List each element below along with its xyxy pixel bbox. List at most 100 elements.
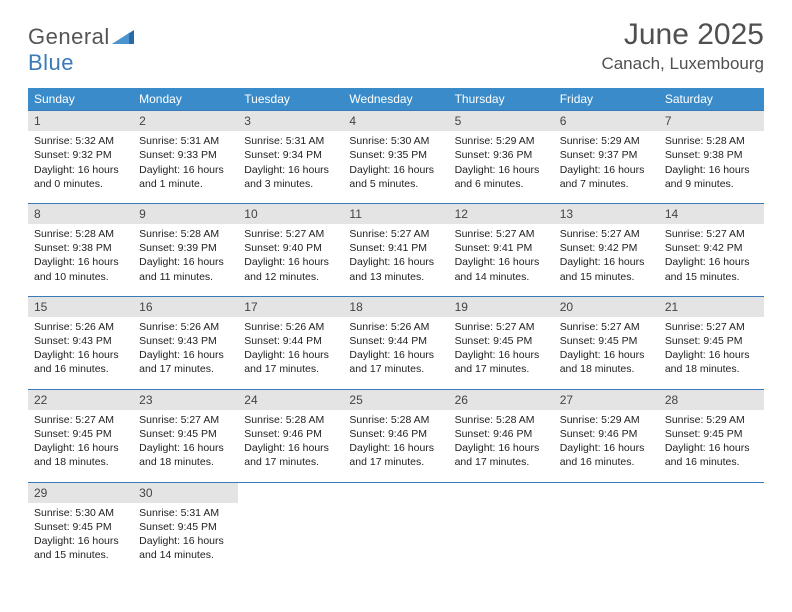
day-number: 17 xyxy=(238,297,343,317)
day-cell: 19Sunrise: 5:27 AMSunset: 9:45 PMDayligh… xyxy=(449,297,554,381)
day-number: 24 xyxy=(238,390,343,410)
day-number: 19 xyxy=(449,297,554,317)
day-cell: 13Sunrise: 5:27 AMSunset: 9:42 PMDayligh… xyxy=(554,204,659,288)
day-cell: . xyxy=(449,483,554,567)
daylight-text: Daylight: 16 hours and 15 minutes. xyxy=(34,534,127,562)
day-body: Sunrise: 5:26 AMSunset: 9:44 PMDaylight:… xyxy=(238,317,343,381)
sunset-text: Sunset: 9:45 PM xyxy=(455,334,548,348)
day-cell: 2Sunrise: 5:31 AMSunset: 9:33 PMDaylight… xyxy=(133,111,238,195)
sunrise-text: Sunrise: 5:32 AM xyxy=(34,134,127,148)
daylight-text: Daylight: 16 hours and 10 minutes. xyxy=(34,255,127,283)
daylight-text: Daylight: 16 hours and 9 minutes. xyxy=(665,163,758,191)
day-cell: 24Sunrise: 5:28 AMSunset: 9:46 PMDayligh… xyxy=(238,390,343,474)
title-block: June 2025 Canach, Luxembourg xyxy=(601,18,764,74)
sunrise-text: Sunrise: 5:26 AM xyxy=(34,320,127,334)
day-cell: 27Sunrise: 5:29 AMSunset: 9:46 PMDayligh… xyxy=(554,390,659,474)
sunset-text: Sunset: 9:40 PM xyxy=(244,241,337,255)
day-cell: . xyxy=(554,483,659,567)
daylight-text: Daylight: 16 hours and 18 minutes. xyxy=(560,348,653,376)
daylight-text: Daylight: 16 hours and 6 minutes. xyxy=(455,163,548,191)
daylight-text: Daylight: 16 hours and 17 minutes. xyxy=(349,348,442,376)
weekday-header: Wednesday xyxy=(343,88,448,110)
day-number: 18 xyxy=(343,297,448,317)
daylight-text: Daylight: 16 hours and 17 minutes. xyxy=(244,441,337,469)
day-body: Sunrise: 5:26 AMSunset: 9:43 PMDaylight:… xyxy=(28,317,133,381)
daylight-text: Daylight: 16 hours and 16 minutes. xyxy=(34,348,127,376)
weekday-header: Tuesday xyxy=(238,88,343,110)
day-body: Sunrise: 5:27 AMSunset: 9:42 PMDaylight:… xyxy=(554,224,659,288)
day-body: Sunrise: 5:29 AMSunset: 9:37 PMDaylight:… xyxy=(554,131,659,195)
daylight-text: Daylight: 16 hours and 18 minutes. xyxy=(665,348,758,376)
sunset-text: Sunset: 9:43 PM xyxy=(139,334,232,348)
sunrise-text: Sunrise: 5:28 AM xyxy=(349,413,442,427)
sunset-text: Sunset: 9:38 PM xyxy=(665,148,758,162)
sunset-text: Sunset: 9:41 PM xyxy=(455,241,548,255)
day-number: 14 xyxy=(659,204,764,224)
daylight-text: Daylight: 16 hours and 5 minutes. xyxy=(349,163,442,191)
day-cell: 8Sunrise: 5:28 AMSunset: 9:38 PMDaylight… xyxy=(28,204,133,288)
sunrise-text: Sunrise: 5:28 AM xyxy=(139,227,232,241)
day-number: 29 xyxy=(28,483,133,503)
day-body: Sunrise: 5:28 AMSunset: 9:39 PMDaylight:… xyxy=(133,224,238,288)
sunset-text: Sunset: 9:35 PM xyxy=(349,148,442,162)
header: General Blue June 2025 Canach, Luxembour… xyxy=(28,18,764,76)
daylight-text: Daylight: 16 hours and 16 minutes. xyxy=(560,441,653,469)
brand-logo: General Blue xyxy=(28,24,134,76)
day-cell: 30Sunrise: 5:31 AMSunset: 9:45 PMDayligh… xyxy=(133,483,238,567)
sunset-text: Sunset: 9:39 PM xyxy=(139,241,232,255)
daylight-text: Daylight: 16 hours and 11 minutes. xyxy=(139,255,232,283)
day-number: 25 xyxy=(343,390,448,410)
triangle-icon xyxy=(112,28,134,49)
day-body: Sunrise: 5:27 AMSunset: 9:45 PMDaylight:… xyxy=(449,317,554,381)
day-number: 21 xyxy=(659,297,764,317)
weekday-header: Thursday xyxy=(449,88,554,110)
day-cell: 9Sunrise: 5:28 AMSunset: 9:39 PMDaylight… xyxy=(133,204,238,288)
day-cell: 10Sunrise: 5:27 AMSunset: 9:40 PMDayligh… xyxy=(238,204,343,288)
sunset-text: Sunset: 9:45 PM xyxy=(139,427,232,441)
sunrise-text: Sunrise: 5:27 AM xyxy=(560,320,653,334)
day-body: Sunrise: 5:27 AMSunset: 9:45 PMDaylight:… xyxy=(133,410,238,474)
week-row: 1Sunrise: 5:32 AMSunset: 9:32 PMDaylight… xyxy=(28,110,764,195)
day-number: 15 xyxy=(28,297,133,317)
day-body: Sunrise: 5:29 AMSunset: 9:46 PMDaylight:… xyxy=(554,410,659,474)
sunrise-text: Sunrise: 5:27 AM xyxy=(349,227,442,241)
daylight-text: Daylight: 16 hours and 18 minutes. xyxy=(34,441,127,469)
day-cell: 17Sunrise: 5:26 AMSunset: 9:44 PMDayligh… xyxy=(238,297,343,381)
daylight-text: Daylight: 16 hours and 17 minutes. xyxy=(455,441,548,469)
sunrise-text: Sunrise: 5:26 AM xyxy=(244,320,337,334)
day-number: 16 xyxy=(133,297,238,317)
day-number: 8 xyxy=(28,204,133,224)
sunrise-text: Sunrise: 5:29 AM xyxy=(560,413,653,427)
sunrise-text: Sunrise: 5:27 AM xyxy=(560,227,653,241)
week-row: 22Sunrise: 5:27 AMSunset: 9:45 PMDayligh… xyxy=(28,389,764,474)
day-body: Sunrise: 5:30 AMSunset: 9:35 PMDaylight:… xyxy=(343,131,448,195)
day-body: Sunrise: 5:27 AMSunset: 9:45 PMDaylight:… xyxy=(659,317,764,381)
sunrise-text: Sunrise: 5:27 AM xyxy=(665,227,758,241)
sunset-text: Sunset: 9:41 PM xyxy=(349,241,442,255)
brand-text-blue: Blue xyxy=(28,50,74,75)
day-body: Sunrise: 5:31 AMSunset: 9:45 PMDaylight:… xyxy=(133,503,238,567)
day-number: 1 xyxy=(28,111,133,131)
weekday-header: Saturday xyxy=(659,88,764,110)
daylight-text: Daylight: 16 hours and 16 minutes. xyxy=(665,441,758,469)
sunset-text: Sunset: 9:44 PM xyxy=(244,334,337,348)
sunrise-text: Sunrise: 5:27 AM xyxy=(244,227,337,241)
day-cell: 29Sunrise: 5:30 AMSunset: 9:45 PMDayligh… xyxy=(28,483,133,567)
day-number: 5 xyxy=(449,111,554,131)
day-cell: 6Sunrise: 5:29 AMSunset: 9:37 PMDaylight… xyxy=(554,111,659,195)
day-body: Sunrise: 5:31 AMSunset: 9:33 PMDaylight:… xyxy=(133,131,238,195)
sunrise-text: Sunrise: 5:31 AM xyxy=(139,506,232,520)
week-row: 8Sunrise: 5:28 AMSunset: 9:38 PMDaylight… xyxy=(28,203,764,288)
day-cell: 1Sunrise: 5:32 AMSunset: 9:32 PMDaylight… xyxy=(28,111,133,195)
day-cell: 21Sunrise: 5:27 AMSunset: 9:45 PMDayligh… xyxy=(659,297,764,381)
day-cell: 23Sunrise: 5:27 AMSunset: 9:45 PMDayligh… xyxy=(133,390,238,474)
day-number: 20 xyxy=(554,297,659,317)
sunrise-text: Sunrise: 5:29 AM xyxy=(665,413,758,427)
day-cell: 18Sunrise: 5:26 AMSunset: 9:44 PMDayligh… xyxy=(343,297,448,381)
sunrise-text: Sunrise: 5:27 AM xyxy=(665,320,758,334)
day-number: 26 xyxy=(449,390,554,410)
day-cell: 22Sunrise: 5:27 AMSunset: 9:45 PMDayligh… xyxy=(28,390,133,474)
weekday-header: Friday xyxy=(554,88,659,110)
sunset-text: Sunset: 9:45 PM xyxy=(139,520,232,534)
sunrise-text: Sunrise: 5:27 AM xyxy=(455,227,548,241)
